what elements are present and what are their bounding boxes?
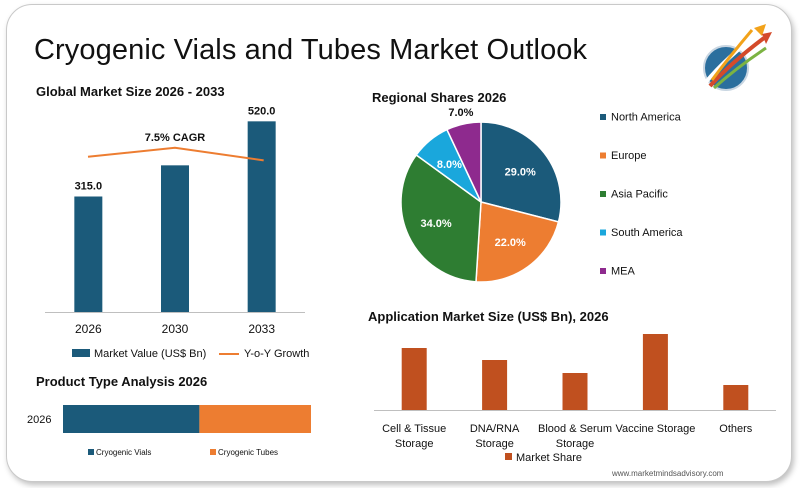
global-x-tick: 2026 (75, 322, 102, 336)
product-y-label: 2026 (27, 414, 51, 426)
pie-legend-label: Asia Pacific (611, 189, 668, 201)
pie-legend-label: South America (611, 227, 683, 239)
product-legend-label: Cryogenic Vials (96, 448, 151, 457)
page-title: Cryogenic Vials and Tubes Market Outlook (34, 34, 588, 66)
pie-slice (445, 121, 482, 203)
application-x-tick: Cell & Tissue (382, 423, 446, 435)
application-legend-swatch (505, 453, 512, 460)
pie-legend-swatch (600, 152, 606, 159)
pie-slice-label: 8.0% (437, 159, 462, 171)
pie-legend-swatch (600, 229, 606, 236)
application-bar (401, 348, 427, 410)
pie-slice-label: 22.0% (495, 237, 526, 249)
application-legend-label: Market Share (516, 452, 582, 464)
product-legend-label: Cryogenic Tubes (218, 448, 278, 457)
growth-line (87, 146, 264, 162)
pie-slice (480, 121, 562, 223)
product-bar-segment (199, 405, 311, 433)
application-x-tick: Others (719, 423, 753, 435)
global-bar-label: 315.0 (75, 181, 103, 193)
application-chart-title: Application Market Size (US$ Bn), 2026 (368, 309, 609, 324)
rocket-logo-icon (703, 24, 772, 91)
pie-slice-label: 7.0% (448, 107, 473, 119)
pie-legend-label: North America (611, 112, 682, 124)
global-chart-title: Global Market Size 2026 - 2033 (36, 84, 225, 99)
legend-swatch-market-value (72, 349, 90, 357)
application-x-tick: Blood & Serum (538, 423, 612, 435)
legend-label-market-value: Market Value (US$ Bn) (94, 348, 206, 360)
global-bar (161, 165, 189, 312)
application-bar (642, 334, 668, 410)
legend-label-growth: Y-o-Y Growth (244, 348, 309, 360)
global-bar-label: 520.0 (248, 105, 276, 117)
application-bar (723, 385, 749, 410)
application-x-tick: DNA/RNA (470, 423, 520, 435)
global-x-tick: 2033 (248, 322, 275, 336)
product-legend-swatch (88, 449, 94, 455)
pie-legend-label: Europe (611, 150, 646, 162)
application-bar (562, 373, 588, 410)
application-bar (482, 360, 508, 410)
cagr-annotation: 7.5% CAGR (145, 132, 206, 144)
regional-chart-title: Regional Shares 2026 (372, 90, 507, 105)
pie-slice (400, 153, 482, 283)
pie-slice-label: 29.0% (505, 167, 536, 179)
pie-legend-swatch (600, 191, 606, 197)
global-x-tick: 2030 (162, 322, 189, 336)
application-x-tick: Vaccine Storage (615, 423, 695, 435)
product-bar-segment (63, 405, 200, 433)
pie-slice-label: 34.0% (420, 218, 451, 230)
pie-legend-swatch (600, 114, 606, 120)
product-legend-swatch (210, 449, 216, 455)
product-chart-title: Product Type Analysis 2026 (36, 374, 208, 389)
application-x-tick: Storage (395, 438, 434, 450)
pie-legend-swatch (600, 268, 606, 274)
application-x-tick: Storage (475, 438, 514, 450)
pie-slice (475, 201, 560, 283)
pie-legend-label: MEA (611, 266, 636, 278)
application-x-tick: Storage (556, 438, 595, 450)
global-bar (247, 121, 276, 312)
global-bar (74, 196, 103, 312)
source-watermark: www.marketmindsadvisory.com (612, 469, 724, 478)
